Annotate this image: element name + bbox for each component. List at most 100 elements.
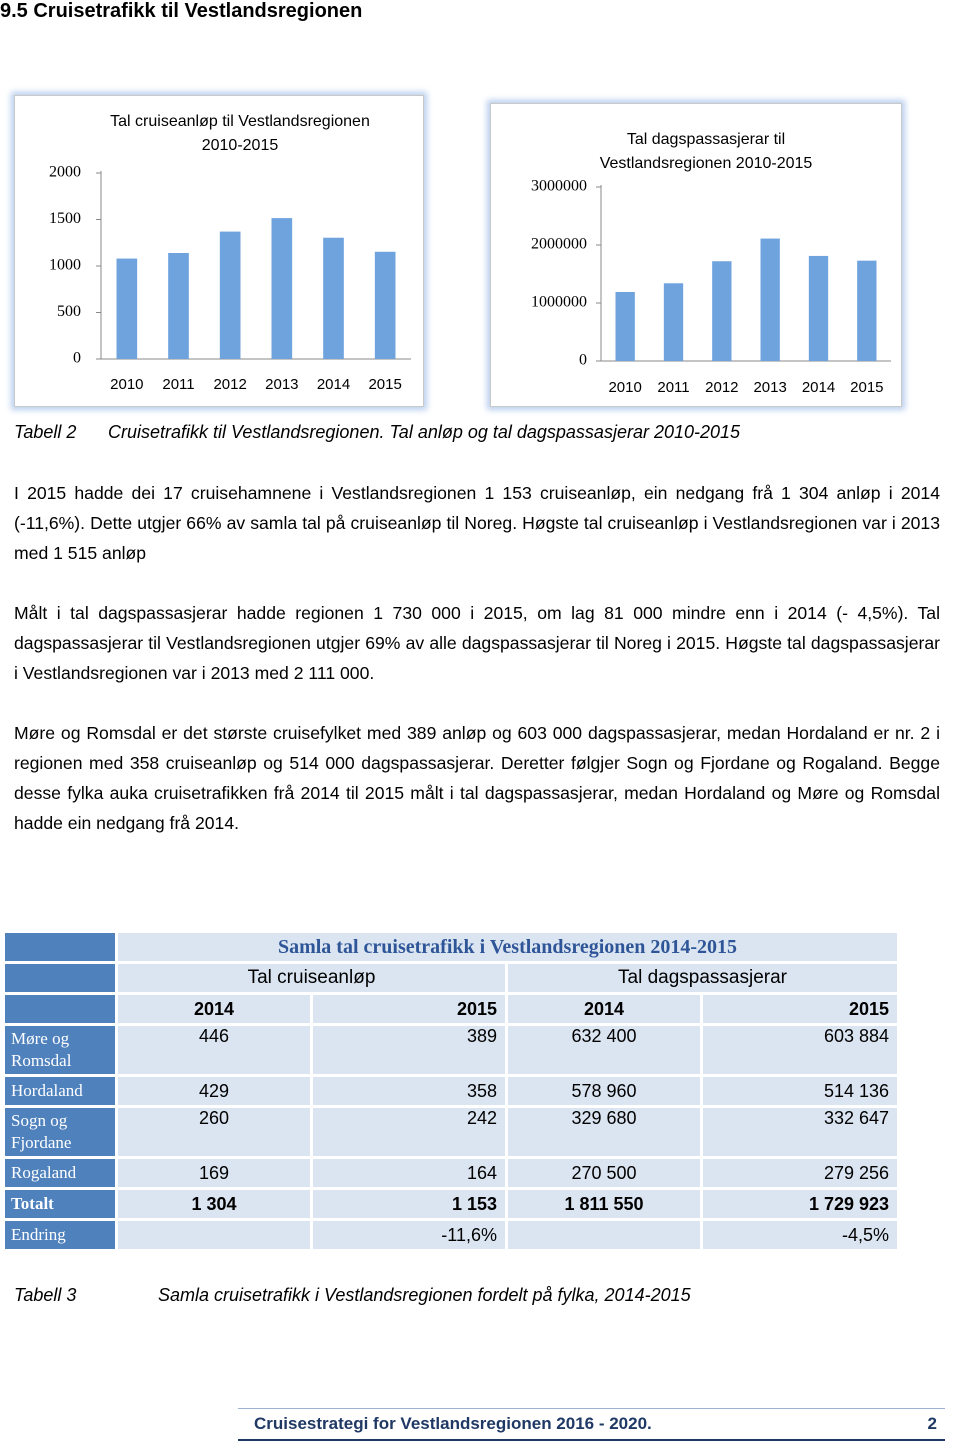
table-cell: [115, 1221, 310, 1249]
table-cell: [5, 995, 115, 1023]
table-cell: -4,5%: [700, 1221, 898, 1249]
table-cell: [5, 933, 115, 961]
chart-box: Tal cruiseanløp til Vestlandsregionen 20…: [14, 95, 424, 407]
table-cell: Rogaland: [5, 1159, 115, 1187]
table-cell: Tal cruiseanløp: [115, 964, 505, 992]
table-cell: Endring: [5, 1221, 115, 1249]
caption-label: Tabell 3: [14, 1285, 77, 1305]
chart-box: Tal dagspassasjerar til Vestlandsregione…: [490, 103, 902, 407]
caption-text: Cruisetrafikk til Vestlandsregionen. Tal…: [108, 422, 741, 442]
y-tick-label: 0: [73, 350, 81, 367]
y-tick-label: 1000: [49, 257, 81, 274]
x-tick-label: 2012: [705, 379, 738, 396]
caption-label: Tabell 2: [14, 422, 77, 442]
table-cell: [5, 964, 115, 992]
chart: 0 1000000 2000000 3000000 2010 2011 2012 2013 20…: [531, 178, 891, 396]
bar: [116, 258, 138, 359]
table-cell: 270 500: [505, 1159, 700, 1187]
chart-title: Tal dagspassasjerar til Vestlandsregione…: [599, 131, 813, 172]
table-cell: Samla tal cruisetrafikk i Vestlandsregio…: [115, 933, 898, 961]
footer: Cruisestrategi for Vestlandsregionen 201…: [238, 1408, 945, 1441]
table-cell: 578 960: [505, 1077, 700, 1105]
table-cell: 2014: [505, 995, 700, 1023]
paragraph: Møre og Romsdal er det største cruisefyl…: [14, 723, 940, 833]
x-tick-label: 2013: [265, 376, 298, 393]
x-tick-label: 2014: [317, 376, 350, 393]
bar: [219, 231, 241, 359]
table-row: Endring -11,6% -4,5%: [5, 1221, 898, 1249]
table-cell: 1 811 550: [505, 1190, 700, 1218]
table-cell: 603 884: [700, 1026, 898, 1074]
table-cell: 2014: [115, 995, 310, 1023]
bar: [663, 283, 684, 361]
bar: [168, 252, 189, 359]
table-cell: 1 304: [115, 1190, 310, 1218]
bar: [808, 255, 829, 361]
table-cell: 1 153: [310, 1190, 505, 1218]
table-cell: 2015: [310, 995, 505, 1023]
paragraph: Målt i tal dagspassasjerar hadde regione…: [14, 603, 940, 683]
table-cell: [505, 1221, 700, 1249]
table-cell: Møre og Romsdal: [5, 1026, 115, 1074]
chart-title: Tal cruiseanløp til Vestlandsregionen 20…: [110, 113, 370, 154]
table-cell: 332 647: [700, 1108, 898, 1156]
table-cell: 1 729 923: [700, 1190, 898, 1218]
footer-text: Cruisestrategi for Vestlandsregionen 201…: [254, 1414, 652, 1433]
table-cell: 632 400: [505, 1026, 700, 1074]
x-tick-label: 2010: [110, 376, 143, 393]
y-tick-label: 1500: [49, 210, 81, 227]
table-cell: Sogn og Fjordane: [5, 1108, 115, 1156]
table-row: Hordaland 429 358 578 960 514 136: [5, 1077, 898, 1105]
table-cell: 514 136: [700, 1077, 898, 1105]
table-cell: 260: [115, 1108, 310, 1156]
table-cell: 242: [310, 1108, 505, 1156]
table-cell: 164: [310, 1159, 505, 1187]
y-tick-label: 3000000: [531, 178, 587, 195]
page-number: 2: [927, 1414, 937, 1433]
table-cell: Totalt: [5, 1190, 115, 1218]
table-cell: -11,6%: [310, 1221, 505, 1249]
table-row: 2014 2015 2014 2015: [5, 995, 898, 1023]
bar: [374, 251, 396, 359]
table-row: Totalt 1 304 1 153 1 811 550 1 729 923: [5, 1190, 898, 1218]
table-cell: Tal dagspassasjerar: [505, 964, 898, 992]
y-tick-label: 500: [57, 303, 81, 320]
table-cell: 389: [310, 1026, 505, 1074]
bar: [712, 261, 732, 361]
table: Samla tal cruisetrafikk i Vestlandsregio…: [5, 930, 898, 1252]
x-tick-label: 2013: [753, 379, 786, 396]
table-cell: 446: [115, 1026, 310, 1074]
bar: [271, 218, 293, 359]
bar: [857, 260, 877, 361]
x-tick-label: 2011: [657, 379, 689, 396]
table-cell: 329 680: [505, 1108, 700, 1156]
y-tick-label: 2000000: [531, 236, 587, 253]
chart: 0 500 1000 1500 2000 2010 2011 2012 2013 2014 2015: [49, 164, 411, 393]
x-tick-label: 2012: [213, 376, 246, 393]
y-tick-label: 0: [579, 352, 587, 369]
table-cell: 358: [310, 1077, 505, 1105]
bar: [760, 238, 780, 361]
table-row: Sogn og Fjordane 260 242 329 680 332 647: [5, 1108, 898, 1156]
table-row: Tal cruiseanløp Tal dagspassasjerar: [5, 964, 898, 992]
bar: [323, 237, 344, 359]
paragraph: I 2015 hadde dei 17 cruisehamnene i Vest…: [14, 483, 940, 563]
y-tick-label: 1000000: [531, 294, 587, 311]
table-row: Møre og Romsdal 446 389 632 400 603 884: [5, 1026, 898, 1074]
table-cell: 279 256: [700, 1159, 898, 1187]
y-tick-label: 2000: [49, 164, 81, 181]
table-cell: 429: [115, 1077, 310, 1105]
x-tick-label: 2015: [368, 376, 401, 393]
x-tick-label: 2010: [608, 379, 641, 396]
heading: 9.5 Cruisetrafikk til Vestlandsregionen: [0, 0, 363, 22]
table-row: Rogaland 169 164 270 500 279 256: [5, 1159, 898, 1187]
x-tick-label: 2011: [162, 376, 194, 393]
table-row: Samla tal cruisetrafikk i Vestlandsregio…: [5, 933, 898, 961]
x-tick-label: 2014: [802, 379, 835, 396]
table-cell: Hordaland: [5, 1077, 115, 1105]
caption-text: Samla cruisetrafikk i Vestlandsregionen …: [158, 1285, 691, 1305]
x-tick-label: 2015: [850, 379, 883, 396]
bar: [615, 291, 635, 361]
table-cell: 169: [115, 1159, 310, 1187]
